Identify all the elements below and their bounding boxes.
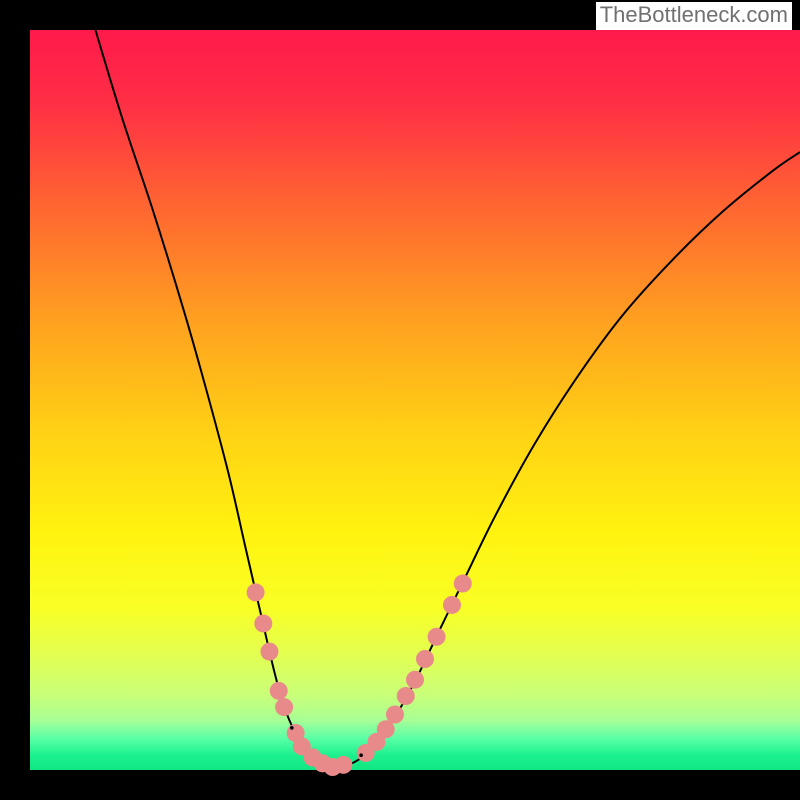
dark-dot-layer (0, 0, 800, 800)
curve-node-dot (290, 726, 294, 730)
chart-frame: TheBottleneck.com (0, 0, 800, 800)
curve-node-dot (359, 753, 363, 757)
watermark-text: TheBottleneck.com (596, 2, 792, 30)
